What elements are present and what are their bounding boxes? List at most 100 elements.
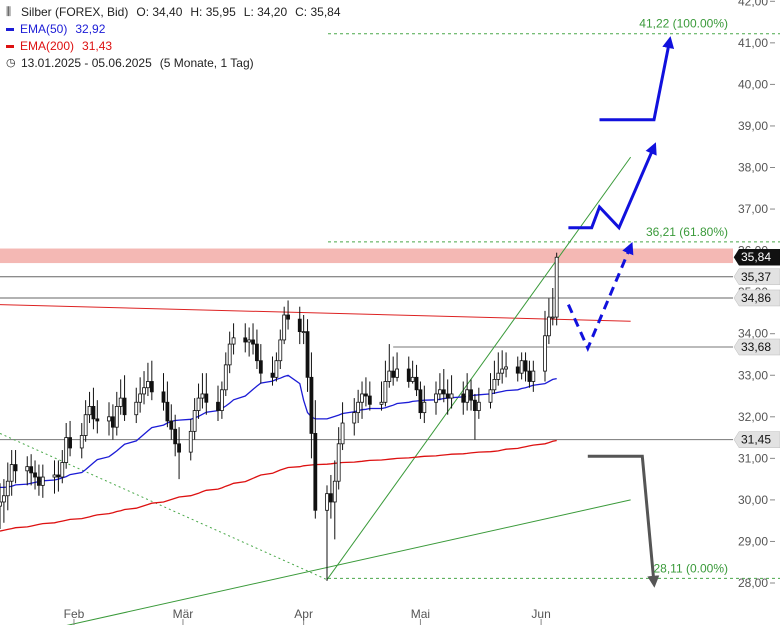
candle-up — [550, 316, 555, 319]
fib-level-label: 28,11 (0.00%) — [654, 561, 729, 575]
candle-up — [219, 389, 224, 411]
legend-ema50-row: EMA(50) 32,92 — [6, 21, 341, 38]
candle-up — [1, 495, 6, 503]
candle-down — [445, 393, 450, 399]
candle-up — [196, 397, 201, 411]
candle-down — [286, 314, 290, 320]
candle-up — [188, 430, 193, 453]
candle-up — [231, 337, 236, 345]
candle-up — [114, 406, 119, 428]
candle-down — [364, 393, 368, 397]
scenario-grey-path — [587, 454, 660, 588]
candle-up — [278, 339, 283, 362]
candle-down — [309, 376, 314, 434]
candle-down — [169, 420, 174, 430]
x-axis[interactable]: Feb Mär Apr Mai Jun — [64, 607, 551, 625]
candle-up — [134, 401, 139, 416]
candle-down — [461, 393, 466, 403]
price-label-text: 35,84 — [741, 250, 771, 264]
candle-up — [274, 360, 279, 378]
price-label-box — [733, 248, 780, 266]
price-label-text: 35,37 — [741, 270, 771, 284]
y-tick-label: 29,00 — [738, 534, 768, 548]
candle-down — [406, 368, 411, 382]
candle-up — [554, 256, 559, 318]
y-tick-label: 42,00 — [738, 0, 768, 8]
y-tick-label: 40,00 — [738, 77, 768, 91]
price-label-text: 33,68 — [741, 340, 771, 354]
candle-down — [29, 466, 34, 474]
y-tick-label: 31,00 — [738, 451, 768, 465]
candle-up — [379, 401, 384, 405]
fib-level-label: 41,22 (100.00%) — [639, 17, 728, 31]
candle-down — [161, 391, 166, 403]
candle-up — [118, 397, 123, 407]
ohlc-high: H: 35,95 — [190, 5, 236, 19]
candle-down — [33, 472, 37, 478]
legend-symbol-row: ⫼ Silber (FOREX, Bid) O: 34,40 H: 35,95 … — [6, 4, 341, 21]
candle-up — [192, 410, 197, 432]
candle-down — [173, 428, 178, 445]
ohlc-open: O: 34,40 — [136, 5, 183, 19]
candle-down — [297, 318, 302, 333]
level-lines-layer — [0, 33, 780, 579]
scenario-blue-solid-path-1 — [568, 142, 657, 231]
candle-up — [434, 393, 438, 403]
candle-down — [13, 464, 18, 472]
candle-down — [441, 389, 446, 395]
candles-layer — [0, 252, 559, 581]
chart-legend: ⫼ Silber (FOREX, Bid) O: 34,40 H: 35,95 … — [6, 4, 341, 72]
candle-down — [110, 416, 115, 428]
candle-up — [138, 393, 143, 403]
candle-up — [340, 422, 345, 445]
ema50-value: 32,92 — [75, 22, 106, 36]
bars-icon: ⫼ — [6, 6, 12, 18]
candle-down — [328, 493, 333, 503]
candle-up — [9, 464, 14, 482]
candle-up — [301, 331, 306, 334]
candle-up — [543, 335, 547, 372]
candle-up — [142, 387, 146, 395]
candle-up — [492, 379, 497, 391]
candle-down — [527, 370, 532, 382]
price-labels-layer: 41,22 (100.00%) 36,21 (61.80%) 28,11 (0.00… — [639, 17, 780, 575]
price-label-text: 31,45 — [741, 433, 771, 447]
candle-down — [418, 389, 423, 414]
candle-down — [313, 433, 318, 511]
candle-up — [410, 376, 415, 382]
candle-up — [395, 368, 399, 378]
x-tick-label: Mai — [411, 607, 430, 621]
y-tick-label: 41,00 — [738, 36, 768, 50]
candle-up — [64, 437, 69, 463]
y-tick-label: 32,00 — [738, 410, 768, 424]
candle-up — [476, 401, 481, 411]
candle-down — [91, 406, 96, 420]
ema200-line — [0, 439, 557, 532]
x-tick-label: Apr — [294, 607, 313, 621]
candle-up — [422, 401, 427, 414]
candle-down — [367, 395, 372, 405]
candle-down — [122, 397, 127, 416]
candle-down — [305, 331, 310, 378]
ema200-swatch-icon — [6, 45, 14, 48]
resistance-zone-layer — [0, 248, 733, 264]
candle-down — [255, 343, 259, 362]
y-tick-label: 33,00 — [738, 368, 768, 382]
price-label-box — [733, 289, 780, 307]
ema200-label: EMA(200) — [20, 39, 75, 53]
candle-up — [504, 366, 508, 370]
candle-down — [37, 476, 41, 486]
candle-up — [325, 493, 329, 511]
ema50-swatch-icon — [6, 28, 14, 31]
candle-up — [282, 314, 287, 341]
candle-up — [387, 370, 392, 382]
ohlc-close: C: 35,84 — [295, 5, 341, 19]
period-detail: (5 Monate, 1 Tag) — [159, 56, 254, 70]
candle-up — [360, 393, 364, 403]
trendline-red-downtrend — [0, 304, 631, 322]
trendline-green-steep-support — [326, 156, 632, 580]
candle-up — [5, 480, 10, 497]
candle-up — [87, 406, 92, 416]
y-tick-label: 37,00 — [738, 202, 768, 216]
